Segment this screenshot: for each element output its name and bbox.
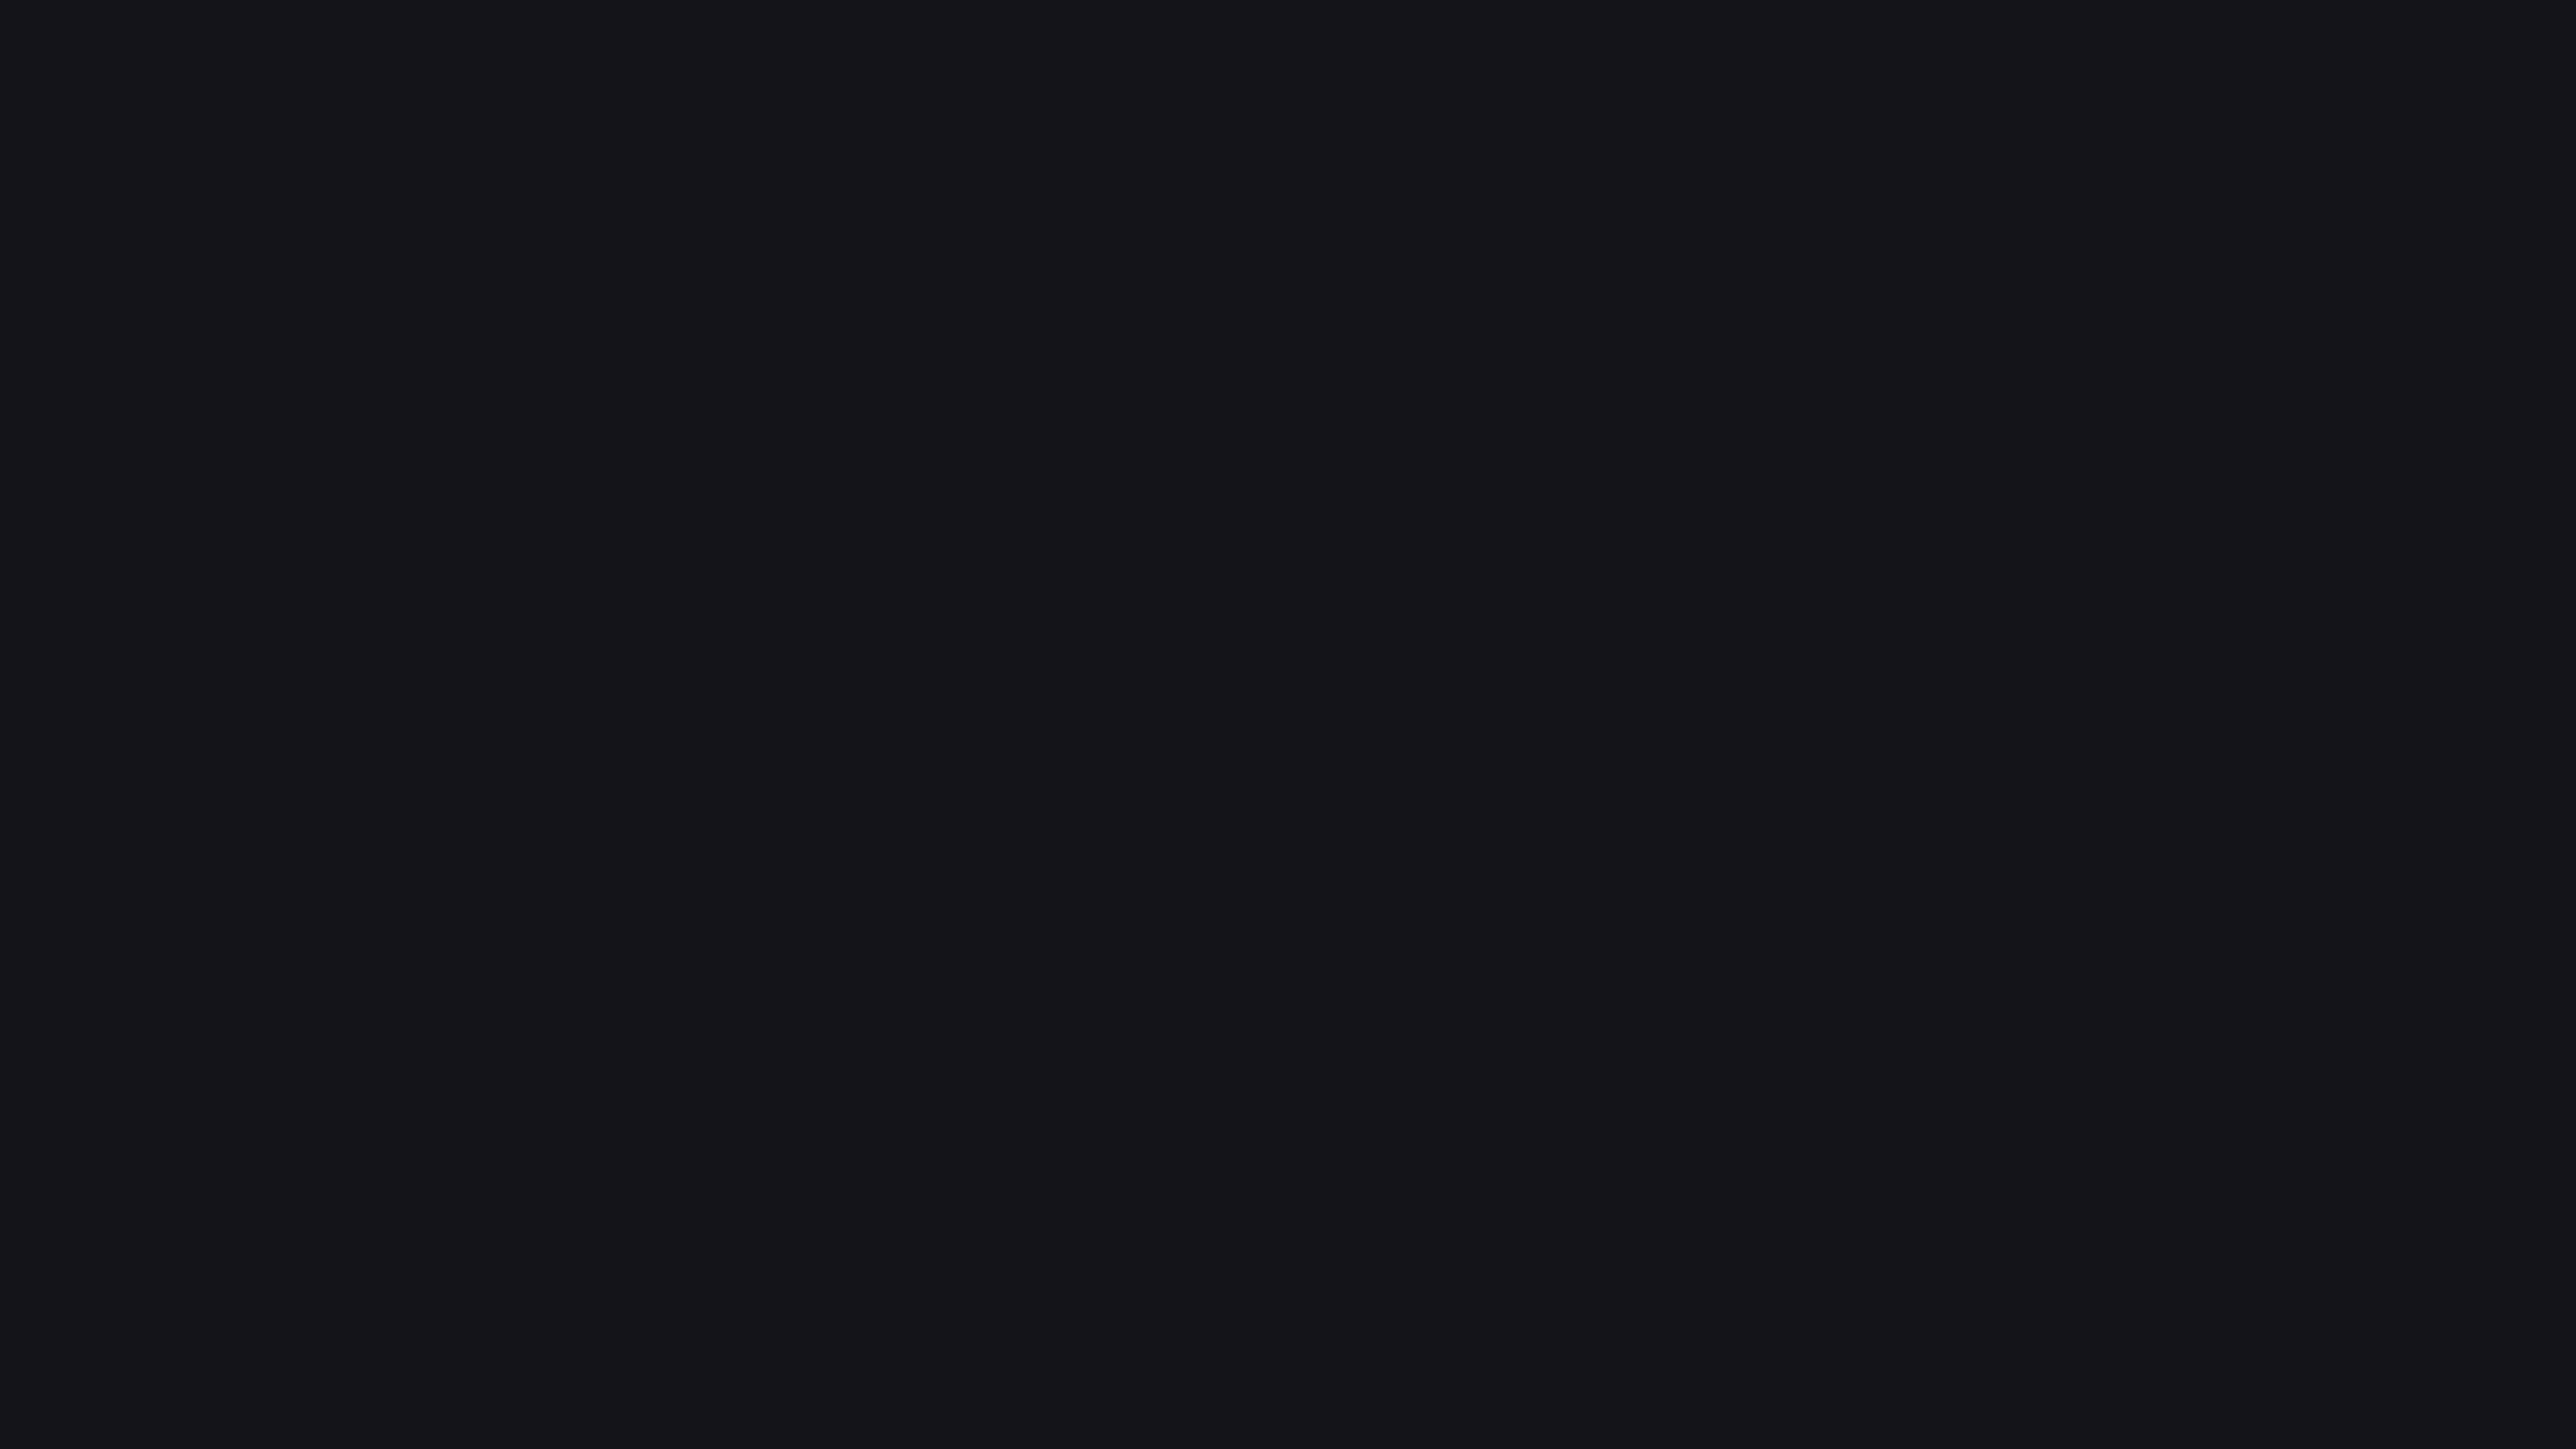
chart-plot-area xyxy=(0,0,2576,1449)
